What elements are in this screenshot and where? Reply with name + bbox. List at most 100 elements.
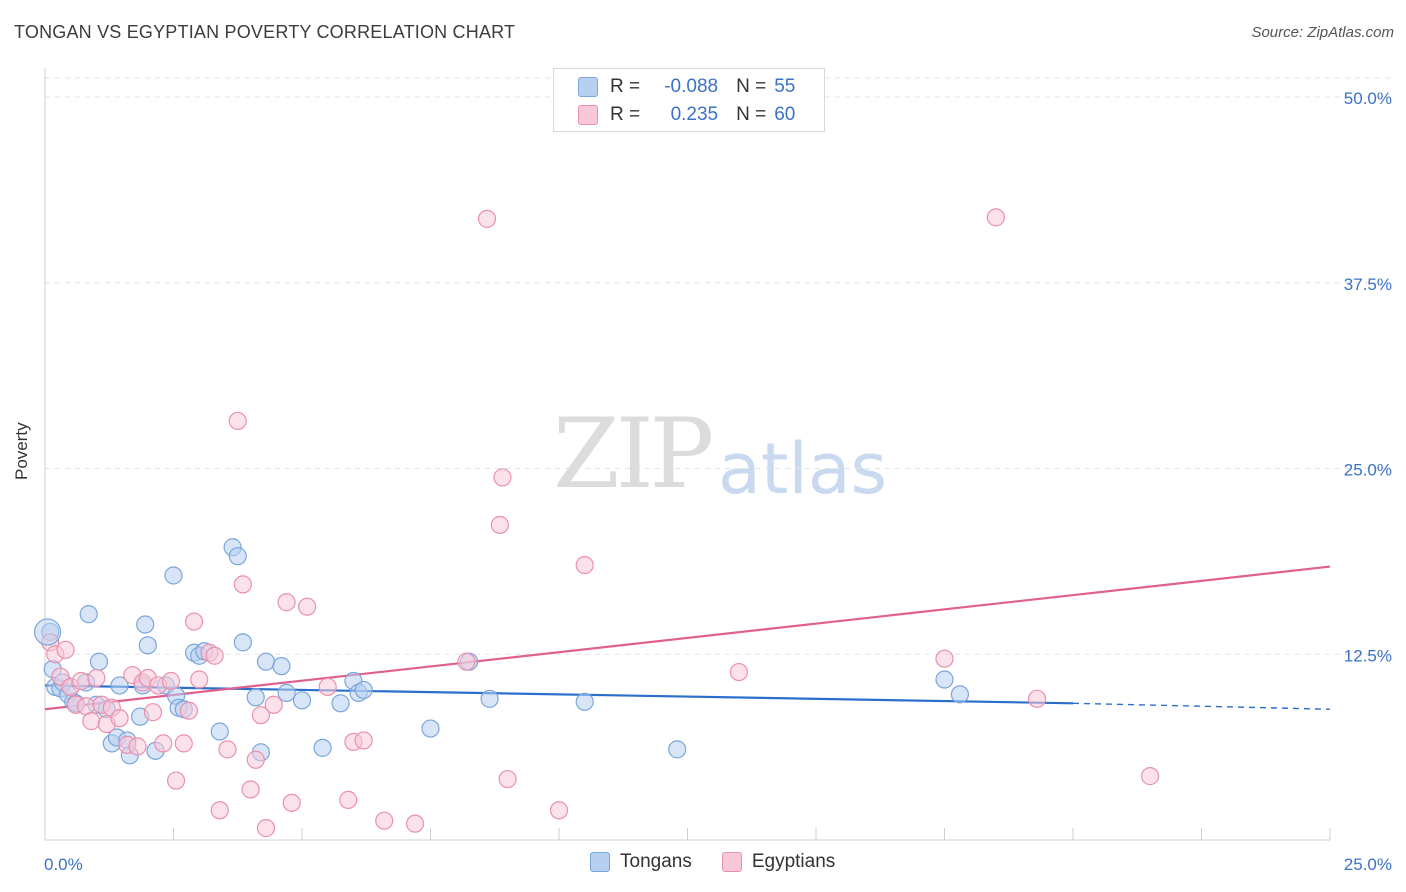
correlation-legend: R = -0.088 N = 55 R = 0.235 N = 60 (553, 68, 825, 132)
egyptian-point (457, 652, 476, 671)
egyptian-point (251, 706, 270, 725)
tongan-point (138, 636, 157, 655)
egyptian-point (282, 793, 301, 812)
tongan-point (480, 689, 499, 708)
egyptian-point (264, 695, 283, 714)
chart-title: TONGAN VS EGYPTIAN POVERTY CORRELATION C… (14, 22, 516, 42)
tick-labels: 12.5% 25.0% 37.5% 50.0% 0.0% 25.0% (44, 89, 1392, 874)
egyptian-point (498, 769, 517, 789)
tongan-point (228, 547, 247, 566)
legend-r-label: R = (610, 104, 641, 125)
tongan-point (668, 740, 687, 759)
tongan-point (950, 685, 970, 704)
egyptian-point (575, 555, 594, 575)
egyptian-point (354, 731, 373, 750)
tongan-point (354, 680, 373, 700)
egyptian-point (110, 709, 129, 728)
egyptians-trend-line (44, 565, 1331, 711)
egyptians-swatch (578, 105, 598, 125)
egyptians-legend-swatch (721, 852, 742, 872)
tongan-point (313, 738, 332, 757)
egyptian-point (241, 780, 260, 799)
egyptian-point (205, 646, 224, 665)
egyptian-point (228, 411, 247, 431)
egyptian-point (190, 670, 209, 689)
egyptian-point (128, 737, 147, 756)
egyptian-point (1140, 767, 1160, 786)
tongans-trend-extension (1072, 702, 1331, 710)
egyptian-point (71, 671, 91, 691)
y-tick-label: 37.5% (1344, 275, 1392, 294)
egyptian-point (986, 208, 1006, 227)
legend-label-egyptians: Egyptians (751, 851, 836, 872)
legend-n-value-tongans: 55 (774, 76, 796, 97)
egyptian-point (277, 593, 296, 612)
y-tick-label: 25.0% (1344, 461, 1392, 480)
egyptian-point (339, 790, 358, 809)
series-legend: Tongans Egyptians (590, 851, 865, 873)
egyptian-point (477, 209, 497, 228)
egyptian-point (154, 734, 173, 753)
legend-row-egyptians: R = 0.235 N = 60 (578, 101, 795, 129)
egyptian-point (549, 801, 569, 820)
tongan-point (256, 652, 276, 671)
gridlines (45, 77, 1395, 655)
legend-n-label: N = (736, 104, 767, 125)
egyptian-point (174, 734, 193, 753)
legend-item-tongans[interactable]: Tongans (590, 851, 692, 873)
egyptian-point (218, 740, 237, 759)
legend-label-tongans: Tongans (620, 851, 692, 872)
egyptian-point (56, 640, 75, 659)
legend-r-value-tongans: -0.088 (664, 76, 719, 97)
legend-row-tongans: R = -0.088 N = 55 (578, 73, 795, 101)
tongan-point (89, 652, 109, 671)
y-tick-label: 12.5% (1344, 646, 1392, 665)
egyptian-point (210, 801, 229, 820)
tongan-point (421, 719, 440, 738)
tongan-point (331, 694, 350, 713)
tongan-point (277, 683, 296, 702)
tongan-point (210, 722, 229, 741)
axes (44, 68, 1331, 841)
tongan-point (33, 618, 62, 646)
egyptian-point (490, 515, 509, 535)
egyptian-point (233, 575, 252, 594)
egyptian-point (179, 701, 199, 720)
egyptian-point (161, 671, 181, 691)
tongan-point (79, 605, 98, 624)
data-points (33, 208, 1160, 838)
egyptian-point (1027, 689, 1047, 708)
tongan-point (164, 566, 183, 585)
legend-r-label: R = (610, 76, 641, 97)
egyptian-point (256, 819, 276, 838)
egyptian-point (82, 712, 101, 731)
egyptian-point (405, 814, 425, 833)
watermark-zip: ZIP (553, 398, 714, 510)
tongan-point (935, 670, 954, 689)
tongans-swatch (578, 77, 598, 97)
egyptian-point (298, 597, 317, 616)
tongan-point (233, 633, 252, 652)
egyptian-point (166, 771, 186, 790)
y-tick-label: 50.0% (1344, 89, 1392, 108)
trend-lines (44, 565, 1331, 711)
egyptian-point (246, 750, 265, 769)
tongans-trend-line (44, 684, 1074, 705)
tongan-point (136, 615, 155, 634)
egyptian-point (87, 668, 106, 688)
egyptian-point (935, 649, 954, 668)
x-tick-label-max: 25.0% (1344, 855, 1392, 874)
legend-r-value-egyptians: 0.235 (670, 104, 719, 125)
source-label: Source: ZipAtlas.com (1251, 24, 1394, 41)
tongan-point (292, 691, 312, 710)
egyptian-point (729, 662, 749, 682)
egyptian-point (184, 612, 204, 631)
legend-n-value-egyptians: 60 (774, 104, 796, 125)
tongans-legend-swatch (590, 852, 610, 872)
legend-item-egyptians[interactable]: Egyptians (721, 851, 836, 873)
legend-n-label: N = (736, 76, 767, 97)
egyptian-point (318, 677, 337, 697)
egyptian-point (143, 703, 163, 722)
tongan-point (246, 688, 265, 707)
